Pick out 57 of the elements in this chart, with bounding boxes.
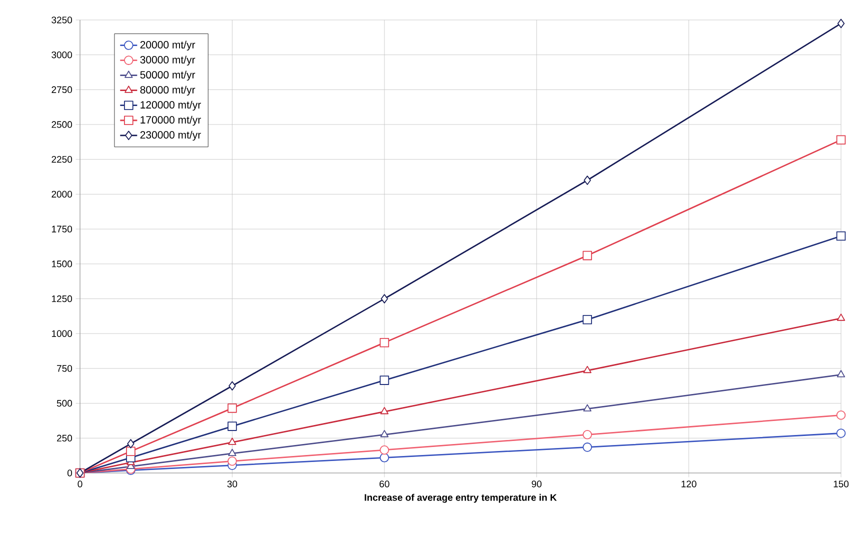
point xyxy=(380,445,390,455)
point xyxy=(583,404,592,412)
point xyxy=(126,446,136,456)
x-tick-label: 60 xyxy=(380,480,390,488)
y-tick-label: 500 xyxy=(56,400,72,407)
point xyxy=(583,366,592,374)
point xyxy=(228,456,237,466)
y-tick-label: 2500 xyxy=(52,121,72,128)
y-tick-label: 2750 xyxy=(52,86,72,94)
point xyxy=(380,407,388,414)
point xyxy=(836,135,846,145)
point xyxy=(228,404,237,413)
point xyxy=(380,376,390,385)
legend-label: 170000 mt/yr xyxy=(140,116,201,126)
point xyxy=(836,231,846,241)
legend-label: 50000 mt/yr xyxy=(140,70,196,81)
point xyxy=(380,453,390,462)
point xyxy=(380,430,388,438)
y-tick-label: 3000 xyxy=(52,51,72,58)
legend-label: 120000 mt/yr xyxy=(140,100,201,111)
x-tick-label: 150 xyxy=(834,480,849,488)
x-tick-label: 120 xyxy=(682,480,696,488)
point xyxy=(127,439,134,448)
point xyxy=(836,428,846,438)
y-tick-label: 2250 xyxy=(52,156,72,163)
y-tick-label: 3250 xyxy=(52,16,72,24)
point xyxy=(228,448,236,456)
y-tick-label: 750 xyxy=(57,365,72,372)
point xyxy=(380,294,388,304)
point xyxy=(582,442,592,452)
legend-label: 80000 mt/yr xyxy=(140,86,196,96)
y-tick-label: 1750 xyxy=(52,226,72,232)
x-tick-label: 30 xyxy=(227,480,238,488)
point xyxy=(584,176,591,185)
point xyxy=(837,18,845,28)
legend-label: 20000 mt/yr xyxy=(140,40,196,51)
point xyxy=(582,315,592,324)
point xyxy=(836,370,846,378)
x-tick-label: 0 xyxy=(78,480,82,488)
point xyxy=(228,438,236,445)
legend-label: 230000 mt/yr xyxy=(140,130,201,141)
x-axis-title: Increase of average entry temperature in K xyxy=(364,494,557,503)
y-tick-label: 1000 xyxy=(52,330,72,337)
point xyxy=(836,410,846,420)
y-tick-label: 1500 xyxy=(52,260,72,268)
y-tick-label: 1250 xyxy=(52,295,72,302)
point xyxy=(228,422,237,431)
y-tick-label: 250 xyxy=(57,434,72,442)
point xyxy=(380,338,390,348)
y-tick-label: 0 xyxy=(67,470,72,476)
point xyxy=(582,250,592,260)
point xyxy=(582,430,592,440)
point xyxy=(836,314,846,321)
y-tick-label: 2000 xyxy=(52,190,72,198)
legend-label: 30000 mt/yr xyxy=(140,56,196,66)
point xyxy=(228,381,236,391)
x-tick-label: 90 xyxy=(532,480,542,488)
